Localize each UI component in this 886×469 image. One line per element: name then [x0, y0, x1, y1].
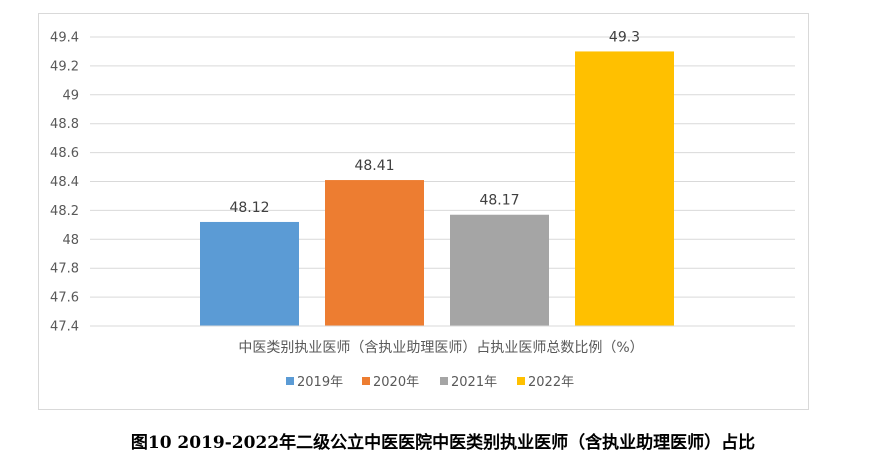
legend-swatch — [286, 377, 294, 385]
y-tick-label: 48.6 — [50, 146, 79, 161]
data-label: 48.12 — [229, 200, 269, 216]
y-tick-label: 47.4 — [50, 320, 79, 335]
y-tick-label: 48 — [62, 233, 79, 248]
y-tick-label: 48.8 — [50, 117, 79, 132]
bar-2021年 — [450, 214, 549, 326]
data-label: 48.17 — [479, 193, 519, 209]
gridlines — [90, 36, 795, 298]
bar-2022年 — [575, 51, 674, 326]
y-tick-label: 47.6 — [50, 291, 79, 306]
data-label: 49.3 — [609, 29, 640, 45]
legend-label: 2022年 — [528, 375, 574, 390]
y-tick-label: 49.4 — [50, 31, 79, 46]
legend-swatch — [517, 377, 525, 385]
y-tick-label: 49 — [62, 88, 79, 103]
y-tick-label: 47.8 — [50, 262, 79, 277]
bar-2020年 — [325, 180, 424, 326]
y-axis: 47.4 47.6 47.8 48 48.2 48.4 48.6 48.8 49 49.2 49.4 — [50, 31, 79, 335]
legend: 2019年 2020年 2021年 2022年 — [286, 375, 574, 390]
data-labels: 48.12 48.41 48.17 49.3 — [229, 29, 640, 216]
y-tick-label: 48.4 — [50, 175, 79, 190]
legend-swatch — [362, 377, 370, 385]
legend-label: 2019年 — [297, 375, 343, 390]
y-tick-label: 49.2 — [50, 59, 79, 74]
figure-caption: 图10 2019-2022年二级公立中医医院中医类别执业医师（含执业助理医师）占… — [130, 433, 756, 453]
bar-2019年 — [200, 221, 299, 326]
legend-label: 2020年 — [373, 375, 419, 390]
bars — [200, 51, 674, 326]
legend-label: 2021年 — [451, 375, 497, 390]
x-category-label: 中医类别执业医师（含执业助理医师）占执业医师总数比例（%） — [238, 340, 643, 356]
legend-swatch — [440, 377, 448, 385]
bar-chart: 47.4 47.6 47.8 48 48.2 48.4 48.6 48.8 49 49.2 49.4… — [50, 29, 795, 390]
data-label: 48.41 — [354, 158, 394, 174]
y-tick-label: 48.2 — [50, 204, 79, 219]
